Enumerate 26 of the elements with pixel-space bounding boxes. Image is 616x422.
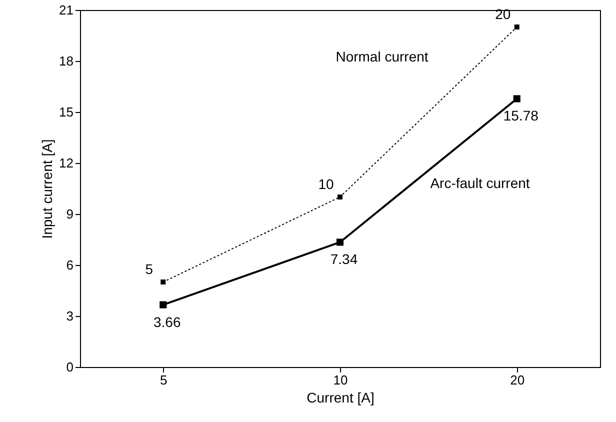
y-axis-title: Input current [A] (39, 139, 56, 239)
point (160, 301, 167, 308)
y-tick-label: 12 (59, 156, 74, 170)
y-tick-label: 21 (59, 2, 74, 18)
x-tick-label: 5 (160, 372, 168, 388)
point (338, 194, 342, 200)
y-tick-label: 9 (66, 206, 74, 222)
y-tick-label: 3 (66, 308, 74, 324)
series-label: Arc-fault current (430, 174, 530, 191)
data-label: 15.78 (503, 108, 539, 124)
x-tick-label: 10 (333, 372, 348, 388)
y-tick-label: 15 (59, 104, 74, 120)
text: Normal current (336, 48, 428, 64)
data-label: 5 (145, 261, 154, 277)
data-label: 10 (318, 176, 334, 192)
point (160, 280, 166, 284)
x-axis-title: Current [A] (306, 390, 374, 406)
point (336, 238, 344, 246)
point (513, 95, 520, 102)
data-label: 7.34 (330, 251, 358, 268)
y-tick-label: 18 (59, 54, 74, 68)
y-tick-label: 6 (66, 258, 74, 272)
data-label: 3.66 (154, 314, 181, 330)
x-tick-label: 20 (510, 372, 525, 388)
y-tick-label: 0 (66, 360, 74, 374)
point (514, 24, 520, 30)
